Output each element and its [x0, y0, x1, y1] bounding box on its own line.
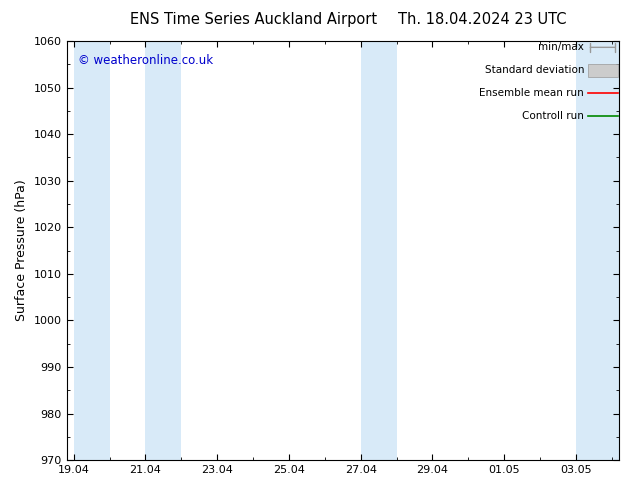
Bar: [588, 64, 618, 76]
Text: © weatheronline.co.uk: © weatheronline.co.uk: [77, 53, 213, 67]
Text: Th. 18.04.2024 23 UTC: Th. 18.04.2024 23 UTC: [398, 12, 566, 27]
Text: Standard deviation: Standard deviation: [485, 65, 584, 75]
Bar: [576, 41, 619, 460]
Bar: [74, 41, 110, 460]
Text: min/max: min/max: [538, 42, 584, 52]
Bar: [145, 41, 181, 460]
Text: Controll run: Controll run: [522, 112, 584, 122]
Bar: [361, 41, 397, 460]
Text: Ensemble mean run: Ensemble mean run: [479, 88, 584, 98]
Text: ENS Time Series Auckland Airport: ENS Time Series Auckland Airport: [130, 12, 377, 27]
Y-axis label: Surface Pressure (hPa): Surface Pressure (hPa): [15, 180, 28, 321]
